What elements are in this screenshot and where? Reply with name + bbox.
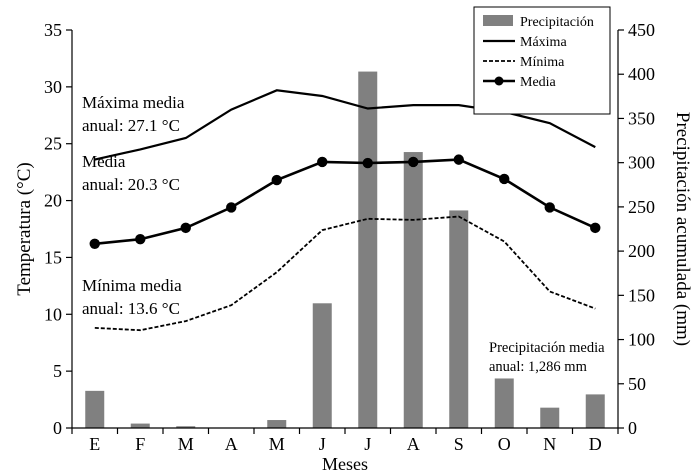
x-tick-label: S: [454, 434, 464, 454]
y-tick-label-left: 10: [44, 304, 62, 324]
annotation-text: Precipitación media: [489, 340, 605, 356]
y-tick-label-right: 400: [628, 64, 655, 84]
y-tick-label-left: 0: [53, 418, 62, 438]
precip-bar: [130, 423, 150, 428]
annotation-text: anual: 13.6 °C: [82, 299, 180, 318]
precip-bar: [585, 394, 605, 428]
legend-label: Mínima: [520, 55, 565, 70]
x-tick-label: A: [225, 434, 238, 454]
series-point: [453, 154, 464, 165]
precip-bar: [85, 390, 105, 428]
annotation-text: anual: 27.1 °C: [82, 116, 180, 135]
series-point: [590, 222, 601, 234]
x-tick-label: D: [589, 434, 602, 454]
x-tick-label: J: [364, 434, 371, 454]
legend-label: Máxima: [520, 35, 567, 50]
precip-bar: [267, 420, 287, 428]
legend-label: Precipitación: [520, 15, 594, 30]
series-line-solid-markers: [94, 158, 596, 246]
x-tick-label: E: [89, 434, 100, 454]
annotation-text: Media: [82, 152, 126, 171]
x-axis-label: Meses: [322, 454, 368, 474]
series-point: [226, 202, 237, 213]
series-point: [180, 222, 191, 234]
annotation-text: Mínima media: [82, 276, 182, 295]
series-point: [89, 238, 100, 249]
x-tick-label: N: [543, 434, 556, 454]
series-point: [271, 174, 282, 186]
x-tick-label: A: [407, 434, 420, 454]
y-tick-label-right: 200: [628, 241, 655, 261]
series-point: [544, 202, 555, 213]
series-point: [408, 156, 419, 168]
y-tick-label-right: 350: [628, 108, 655, 128]
precip-bar: [176, 426, 196, 428]
precip-bar: [312, 303, 332, 428]
annotation-text: anual: 1,286 mm: [489, 359, 588, 375]
series-point: [135, 234, 146, 245]
precip-bar: [403, 152, 423, 428]
y-tick-label-left: 25: [44, 134, 62, 154]
annotation-text: anual: 20.3 °C: [82, 175, 180, 194]
y-axis-label-left: Temperatura (°C): [14, 162, 35, 295]
y-tick-label-left: 5: [53, 361, 62, 381]
x-tick-label: M: [269, 434, 285, 454]
x-tick-label: F: [135, 434, 145, 454]
y-tick-label-left: 35: [44, 20, 62, 40]
y-tick-label-right: 50: [628, 374, 646, 394]
y-tick-label-right: 250: [628, 197, 655, 217]
y-tick-label-right: 100: [628, 330, 655, 350]
annotation-text: Máxima media: [82, 93, 185, 112]
x-tick-label: O: [498, 434, 511, 454]
y-tick-label-right: 150: [628, 285, 655, 305]
series-line-dashed: [94, 215, 596, 332]
y-tick-label-right: 0: [628, 418, 637, 438]
y-axis-label-right: Precipitación acumulada (mm): [672, 112, 693, 346]
x-tick-label: J: [319, 434, 326, 454]
legend-swatch-marker: [494, 76, 504, 86]
y-tick-label-left: 15: [44, 247, 62, 267]
precip-bar: [449, 210, 469, 428]
legend-label: Media: [520, 75, 557, 90]
y-tick-label-left: 30: [44, 77, 62, 97]
y-tick-label-left: 20: [44, 191, 62, 211]
x-tick-label: M: [178, 434, 194, 454]
series-point: [317, 156, 328, 168]
precip-bar: [540, 407, 560, 428]
series-point: [499, 173, 510, 185]
y-tick-label-right: 300: [628, 153, 655, 173]
precip-bar: [494, 378, 514, 428]
precip-bar: [358, 71, 378, 429]
series-point: [362, 157, 373, 169]
y-tick-label-right: 450: [628, 20, 655, 40]
legend-swatch-bar: [483, 15, 513, 26]
